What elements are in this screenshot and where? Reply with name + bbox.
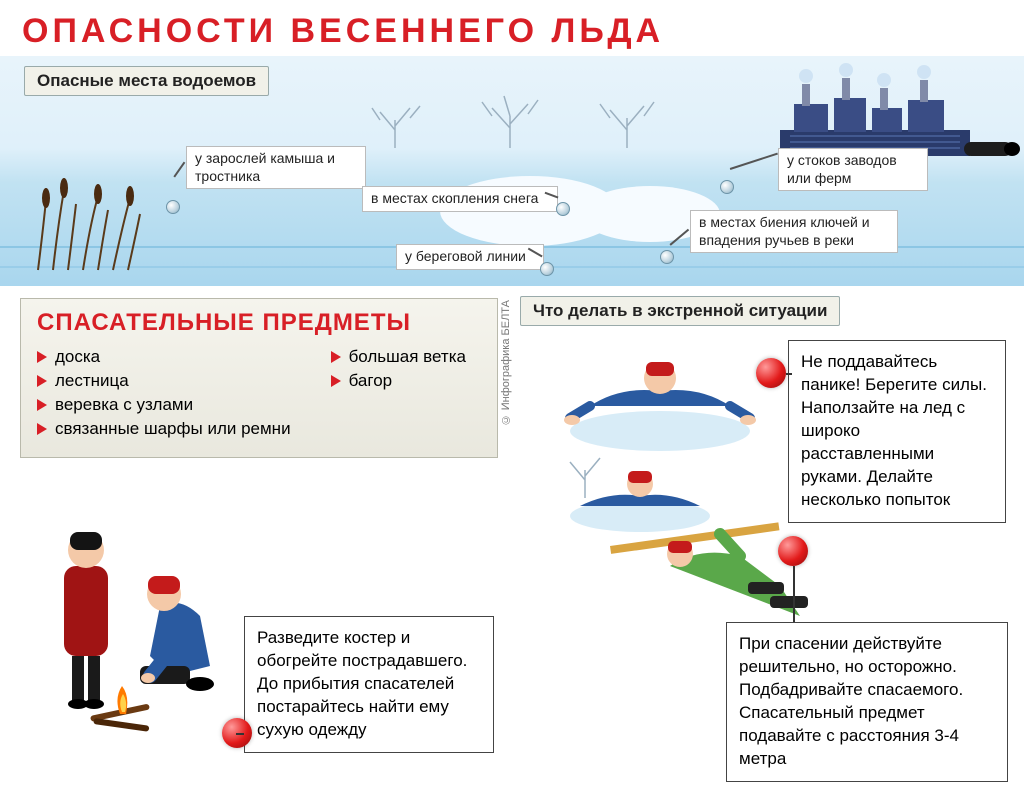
rescue-items-list: доска лестница веревка с узлами связанны…: [37, 345, 481, 441]
connector-line: [793, 566, 795, 622]
callout-dot: [166, 200, 180, 214]
arrow-icon: [331, 375, 341, 387]
rescue-items-title: СПАСАТЕЛЬНЫЕ ПРЕДМЕТЫ: [37, 309, 481, 337]
reeds-illustration: [18, 170, 178, 280]
connector-line: [236, 733, 244, 735]
bare-bush-icon: [360, 90, 430, 150]
callout-dot: [540, 262, 554, 276]
instruction-box-rescue: При спасении действуйте решительно, но о…: [726, 622, 1008, 782]
arrow-icon: [331, 351, 341, 363]
callout-line: [730, 153, 778, 170]
person-crawling-illustration: [560, 336, 760, 456]
callout-factory: у стоков заводов или ферм: [778, 148, 928, 191]
section-title-danger-spots: Опасные места водоемов: [24, 66, 269, 96]
callout-dot: [720, 180, 734, 194]
callout-shoreline: у береговой линии: [396, 244, 544, 270]
reddot-marker: [756, 358, 786, 388]
callout-reeds: у зарослей камыша и тростника: [186, 146, 366, 189]
arrow-icon: [37, 423, 47, 435]
reddot-marker: [778, 536, 808, 566]
list-item: большая ветка: [331, 345, 466, 369]
rescue-items-panel: СПАСАТЕЛЬНЫЕ ПРЕДМЕТЫ доска лестница вер…: [20, 298, 498, 458]
list-item: веревка с узлами: [37, 393, 291, 417]
instruction-box-fire: Разведите костер и обогрейте пострадавше…: [244, 616, 494, 753]
arrow-icon: [37, 375, 47, 387]
arrow-icon: [37, 399, 47, 411]
connector-line: [786, 373, 792, 375]
bare-bush-icon: [590, 88, 664, 150]
callout-springs: в местах биения ключей и впадения ручьев…: [690, 210, 898, 253]
callout-line: [670, 229, 689, 246]
campfire-scene-illustration: [30, 506, 260, 756]
arrow-icon: [37, 351, 47, 363]
list-item: лестница: [37, 369, 291, 393]
callout-snow: в местах скопления снега: [362, 186, 558, 212]
credit-text: © Инфографика БЕЛТА: [500, 300, 512, 425]
callout-dot: [660, 250, 674, 264]
list-item: связанные шарфы или ремни: [37, 417, 291, 441]
instruction-box-panic: Не поддавайтесь панике! Берегите силы. Н…: [788, 340, 1006, 523]
list-item: багор: [331, 369, 466, 393]
list-item: доска: [37, 345, 291, 369]
bare-bush-icon: [470, 84, 550, 150]
section-title-emergency: Что делать в экстренной ситуации: [520, 296, 840, 326]
callout-dot: [556, 202, 570, 216]
main-title: ОПАСНОСТИ ВЕСЕННЕГО ЛЬДА: [22, 12, 664, 51]
